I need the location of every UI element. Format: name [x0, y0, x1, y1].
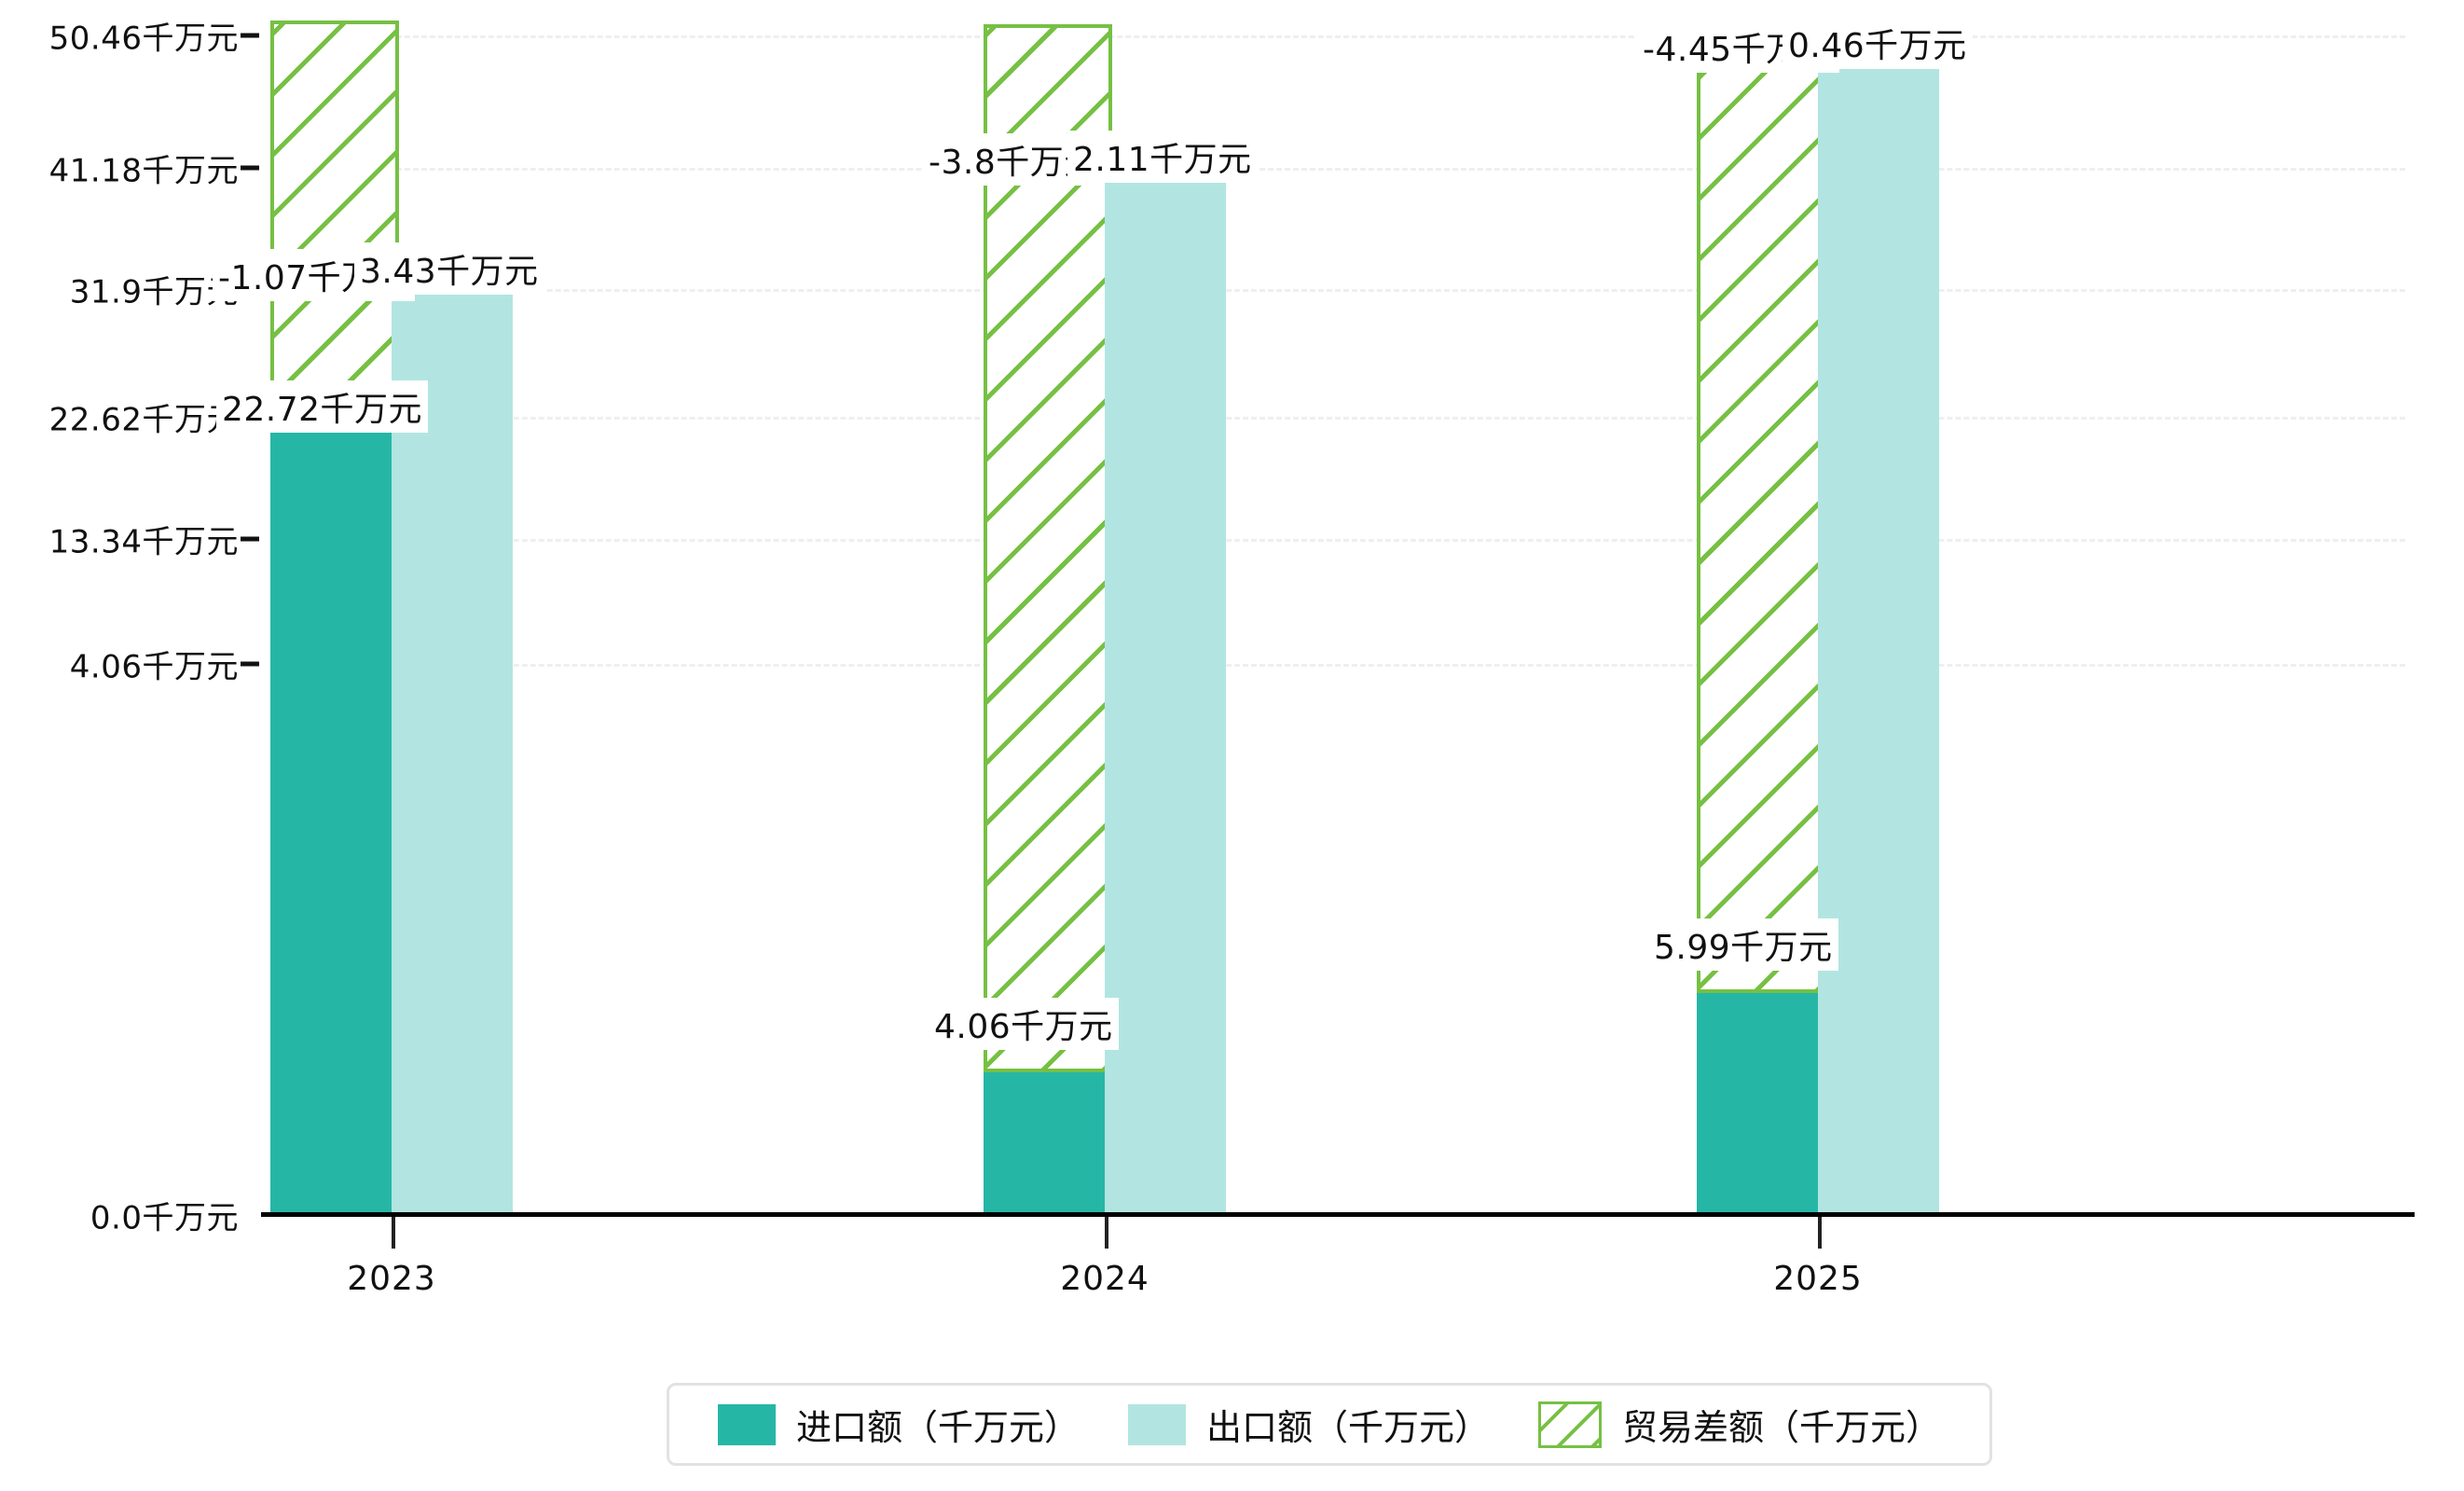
chart-legend: 进口额（千万元） 出口额（千万元） 贸易差额（千万元）: [667, 1383, 1993, 1466]
x-tick-2025: [1818, 1217, 1822, 1249]
legend-label-import: 进口额（千万元）: [796, 1407, 1081, 1448]
gridline-41: [270, 168, 2405, 171]
legend-label-diff: 贸易差额（千万元）: [1622, 1407, 1942, 1448]
bar-diff-2024[interactable]: [984, 24, 1112, 1072]
bar-import-2024[interactable]: [984, 1072, 1105, 1217]
x-axis: 2023 2024 2025: [270, 1217, 2405, 1329]
value-label-import-2023: 22.72千万元: [216, 380, 429, 433]
legend-item-import[interactable]: 进口额（千万元）: [718, 1399, 1080, 1450]
x-tick-2024: [1105, 1217, 1108, 1249]
legend-label-export: 出口额（千万元）: [1206, 1407, 1491, 1448]
value-label-export-2024: 2.11千万元: [1067, 131, 1258, 183]
y-tick-mark-4: [241, 536, 259, 542]
y-tick-mark-1: [241, 165, 259, 171]
y-tick-label-5: 4.06千万元: [69, 648, 239, 686]
y-tick-mark-5: [241, 661, 259, 667]
value-label-import-2024: 4.06千万元: [929, 998, 1119, 1050]
legend-item-diff[interactable]: 贸易差额（千万元）: [1538, 1399, 1941, 1450]
y-tick-label-2: 31.9千万元: [69, 273, 239, 311]
gridline-31: [270, 289, 2405, 292]
gridline-4: [270, 664, 2405, 667]
x-axis-line: [261, 1212, 2415, 1217]
y-tick-label-4: 13.34千万元: [48, 523, 239, 561]
bar-export-2025[interactable]: [1818, 33, 1939, 1217]
y-tick-label-6: 0.0千万元: [89, 1199, 239, 1237]
y-tick-mark-0: [241, 33, 259, 38]
x-tick-label-2024: 2024: [1060, 1260, 1149, 1298]
bar-export-2024[interactable]: [1105, 163, 1226, 1217]
legend-swatch-import-icon: [718, 1403, 776, 1445]
value-label-export-2025: 0.46千万元: [1783, 17, 1973, 69]
x-tick-label-2025: 2025: [1773, 1260, 1863, 1298]
value-label-export-2023: 3.43千万元: [354, 242, 544, 295]
bar-import-2023[interactable]: [270, 417, 392, 1217]
y-tick-label-3: 22.62千万元: [48, 401, 239, 439]
x-tick-2023: [392, 1217, 395, 1249]
value-label-import-2025: 5.99千万元: [1648, 918, 1838, 971]
gridline-13: [270, 539, 2405, 542]
y-tick-label-0: 50.46千万元: [48, 20, 239, 58]
legend-item-export[interactable]: 出口额（千万元）: [1128, 1399, 1490, 1450]
gridline-22: [270, 417, 2405, 420]
x-tick-label-2023: 2023: [347, 1260, 436, 1298]
legend-swatch-diff-icon: [1538, 1401, 1603, 1448]
y-axis: 50.46千万元 41.18千万元 31.9千万元 22.62千万元 13.34…: [0, 21, 270, 1237]
y-tick-label-1: 41.18千万元: [48, 152, 239, 190]
plot-area: -1.07千万元 22.72千万元 3.43千万元 -3.8千万元 4.06千万…: [213, 17, 2415, 1217]
legend-swatch-export-icon: [1128, 1403, 1187, 1445]
bar-import-2025[interactable]: [1697, 993, 1818, 1217]
gridline-50: [270, 35, 2405, 38]
bar-diff-2025[interactable]: [1697, 23, 1825, 993]
